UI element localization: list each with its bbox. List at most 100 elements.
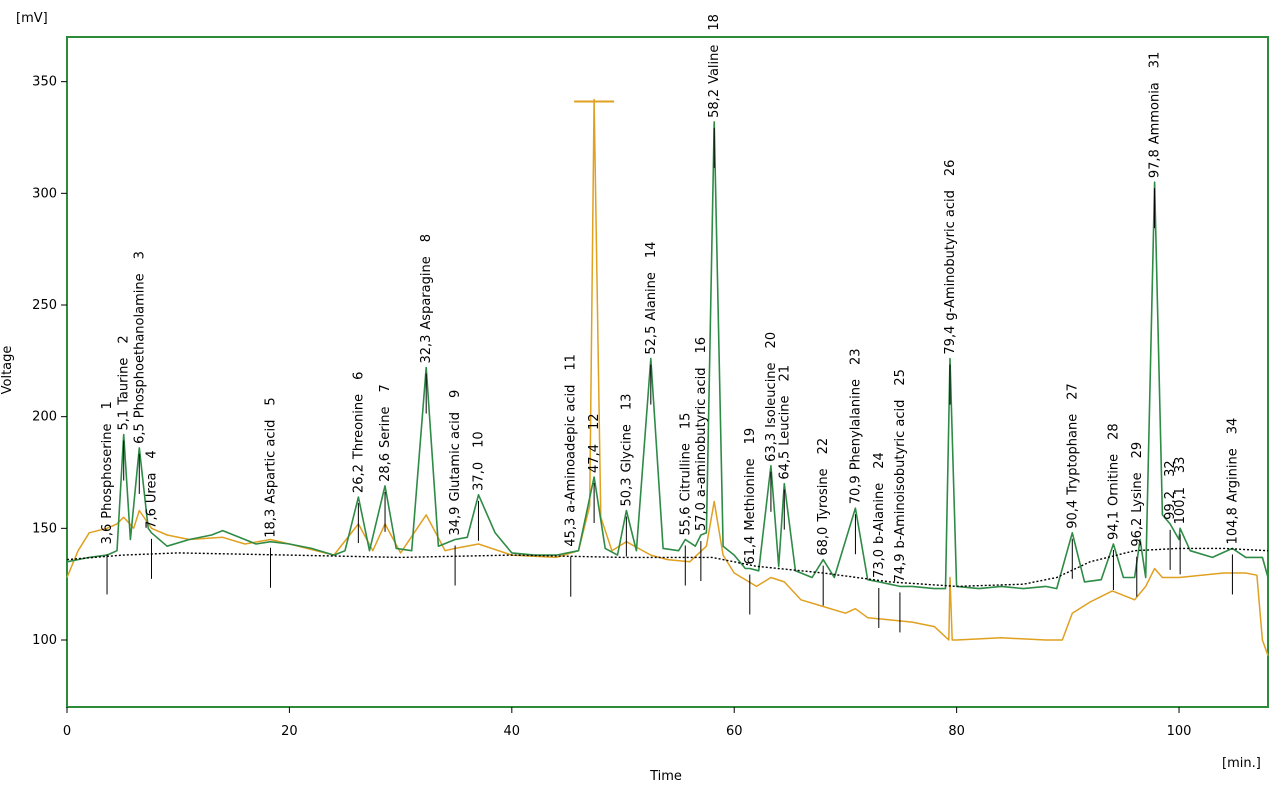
axis-ticks [61, 81, 1180, 713]
x-tick-label: 20 [281, 724, 298, 739]
peak-label-num: 31 [1148, 52, 1163, 69]
peak-label-time: 37,0 [471, 462, 486, 491]
peak-label-time: 18,3 [264, 509, 279, 538]
peak-label-num: 18 [707, 14, 722, 31]
peak-label: 97,8 Ammonia 31 [1148, 52, 1163, 179]
x-tick-label: 60 [726, 724, 743, 739]
peak-label: 45,3 a-Aminoadepic acid 11 [564, 354, 579, 547]
peak-label-num: 14 [644, 242, 659, 259]
orange-series-line [66, 98, 1269, 656]
peak-label: 70,9 Phenylalanine 23 [848, 348, 863, 504]
peak-label-name: Isoleucine [764, 362, 779, 427]
x-tick-label: 0 [63, 724, 71, 739]
peak-label-name: Citrulline [678, 443, 693, 501]
peak-label-time: 55,6 [678, 507, 693, 536]
peak-label: 73,0 b-Alanine 24 [872, 452, 887, 578]
peak-label-time: 97,8 [1148, 149, 1163, 178]
peak-label-num: 13 [619, 394, 634, 411]
peak-label: 63,3 Isoleucine 20 [764, 332, 779, 462]
peak-labels: 3,6 Phosphoserine 15,1 Taurine 2 6,5 Phosphoet… [100, 14, 1240, 582]
peak-label-time: 61,4 [743, 536, 758, 565]
peak-label: 34,9 Glutamic acid 9 [448, 390, 463, 536]
peak-label: 61,4 Methionine 19 [743, 428, 758, 565]
peak-label-name: Asparagine [419, 256, 434, 329]
peak-label-name: Tryptophane [1065, 414, 1080, 496]
peak-label-name: Tyrosine [816, 468, 831, 522]
y-axis-title: Voltage [0, 346, 15, 395]
peak-label-name: Phosphoserine [100, 424, 115, 519]
y-tick-label: 200 [32, 410, 57, 425]
peak-label-num: 26 [943, 160, 958, 177]
peak-label-num: 25 [893, 369, 908, 386]
peak-label-name: Valine [707, 45, 722, 84]
y-tick-label: 150 [32, 521, 57, 536]
peak-label-name: Ammonia [1148, 82, 1163, 144]
peak-label-num: 22 [816, 438, 831, 455]
peak-label: 64,5 Leucine 21 [777, 365, 792, 480]
peak-label: 96,2 Lysine 29 [1130, 442, 1145, 547]
peak-label: 57,0 a-aminobutyric acid 16 [694, 337, 709, 531]
plot-frame [66, 36, 1269, 708]
peak-label-name: a-aminobutyric acid [694, 367, 709, 497]
peak-label-num: 1 [100, 401, 115, 409]
peak-label-num: 12 [587, 413, 602, 430]
peak-label-time: 50,3 [619, 478, 634, 507]
peak-label-name: Taurine [117, 358, 132, 406]
peak-label: 94,1 Ornitine 28 [1106, 423, 1121, 540]
peak-label-num: 24 [872, 452, 887, 469]
peak-label-time: 5,1 [117, 410, 132, 431]
peak-label: 37,0 10 [471, 431, 486, 491]
peak-label: 90,4 Tryptophane 27 [1065, 383, 1080, 529]
peak-label-name: g-Aminobutyric acid [943, 190, 958, 321]
y-tick-label: 350 [32, 75, 57, 90]
peak-label: 52,5 Alanine 14 [644, 242, 659, 355]
peak-label-name: b-Alanine [872, 483, 887, 544]
peak-label-num: 7 [378, 384, 393, 392]
peak-label-time: 94,1 [1106, 511, 1121, 540]
peak-label: 6,5 Phosphoethanolamine 3 [132, 251, 147, 444]
peak-label-name: a-Aminoadepic acid [564, 385, 579, 513]
peak-label-time: 45,3 [564, 518, 579, 547]
peak-label-time: 28,6 [378, 453, 393, 482]
x-tick-label: 100 [1167, 724, 1192, 739]
peak-label: 74,9 b-Aminoisobutyric acid 25 [893, 369, 908, 582]
peak-label-num: 6 [351, 372, 366, 380]
peak-label-num: 15 [678, 413, 693, 430]
peak-label-time: 73,0 [872, 549, 887, 578]
peak-label-time: 79,4 [943, 326, 958, 355]
peak-label: 104,8 Arginine 34 [1225, 418, 1240, 545]
peak-label-num: 11 [564, 354, 579, 371]
peak-label-num: 33 [1173, 457, 1188, 474]
peak-label-name: Phosphoethanolamine [132, 273, 147, 418]
peak-label-num: 28 [1106, 423, 1121, 440]
peak-label-time: 64,5 [777, 451, 792, 480]
peak-label-num: 5 [264, 397, 279, 405]
peak-label-name: Alanine [644, 272, 659, 321]
peak-label-time: 3,6 [100, 524, 115, 545]
peak-label: 7,6 Urea 4 [145, 450, 160, 529]
peak-label: 79,4 g-Aminobutyric acid 26 [943, 160, 958, 355]
peak-label-time: 104,8 [1225, 507, 1240, 544]
peak-label-name: Glutamic acid [448, 412, 463, 502]
peak-label: 26,2 Threonine 6 [351, 372, 366, 494]
peak-label-time: 34,9 [448, 507, 463, 536]
peak-label-name: Serine [378, 406, 393, 447]
peak-label-time: 74,9 [893, 553, 908, 582]
peak-label-name: Arginine [1225, 448, 1240, 502]
peak-label-num: 20 [764, 332, 779, 349]
peak-label: 32,3 Asparagine 8 [419, 234, 434, 364]
peak-label-num: 34 [1225, 418, 1240, 435]
peak-label-time: 68,0 [816, 527, 831, 556]
peak-label-time: 47,4 [587, 444, 602, 473]
peak-label-name: Threonine [351, 394, 366, 460]
peak-label-name: Lysine [1130, 472, 1145, 512]
peak-label-num: 16 [694, 337, 709, 354]
peak-label-time: 58,2 [707, 89, 722, 118]
peak-label-time: 90,4 [1065, 500, 1080, 529]
green-series-line [66, 121, 1269, 590]
peak-label-time: 32,3 [419, 335, 434, 364]
peak-markers [106, 127, 1233, 633]
peak-label-name: b-Aminoisobutyric acid [893, 400, 908, 549]
y-tick-label: 100 [32, 633, 57, 648]
